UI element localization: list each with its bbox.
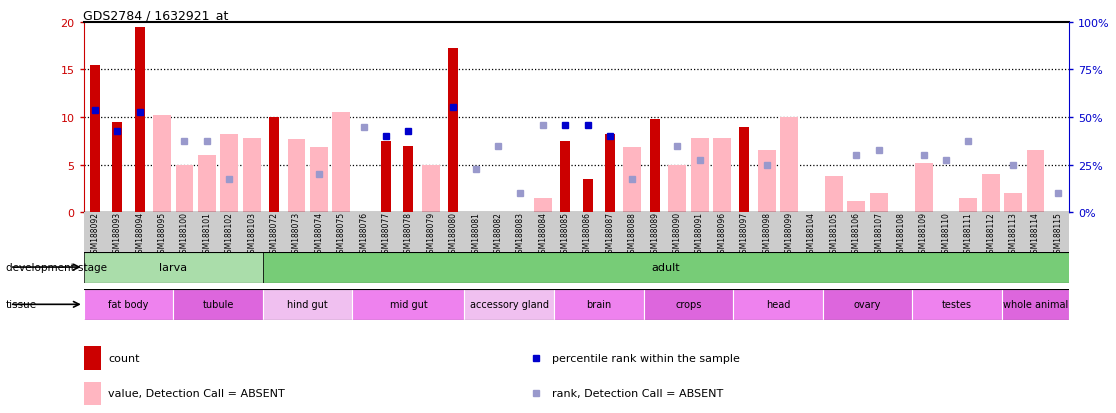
Text: hind gut: hind gut — [287, 299, 328, 310]
Text: ovary: ovary — [854, 299, 882, 310]
Bar — [668, 165, 686, 213]
Bar — [153, 116, 171, 213]
Text: mid gut: mid gut — [389, 299, 427, 310]
Bar — [84, 289, 173, 320]
Bar — [269, 118, 279, 213]
Text: larva: larva — [160, 262, 187, 273]
Bar — [650, 120, 660, 213]
Text: rank, Detection Call = ABSENT: rank, Detection Call = ABSENT — [551, 389, 723, 399]
Bar — [847, 201, 865, 213]
Text: count: count — [108, 353, 140, 363]
Bar — [84, 382, 102, 406]
Bar — [173, 289, 263, 320]
Bar — [90, 66, 100, 213]
Bar — [583, 179, 593, 213]
Text: whole animal: whole animal — [1003, 299, 1068, 310]
Bar — [822, 289, 913, 320]
Bar — [869, 194, 887, 213]
Text: head: head — [766, 299, 790, 310]
Bar — [310, 148, 328, 213]
Text: tissue: tissue — [6, 299, 37, 310]
Text: adult: adult — [652, 262, 681, 273]
Bar — [84, 346, 102, 370]
Bar — [739, 127, 750, 213]
Bar — [913, 289, 1002, 320]
Text: fat body: fat body — [108, 299, 148, 310]
Bar — [84, 252, 263, 283]
Text: development stage: development stage — [6, 262, 107, 273]
Bar — [605, 135, 615, 213]
Bar — [422, 165, 440, 213]
Bar — [960, 199, 978, 213]
Bar — [1002, 289, 1069, 320]
Bar — [915, 163, 933, 213]
Text: value, Detection Call = ABSENT: value, Detection Call = ABSENT — [108, 389, 285, 399]
Bar — [449, 49, 459, 213]
Bar — [780, 118, 798, 213]
Bar — [113, 123, 123, 213]
Text: accessory gland: accessory gland — [470, 299, 549, 310]
Text: brain: brain — [586, 299, 612, 310]
Bar — [381, 142, 391, 213]
Bar — [263, 289, 353, 320]
Bar — [644, 289, 733, 320]
Bar — [353, 289, 464, 320]
Bar — [403, 146, 414, 213]
Bar — [288, 140, 306, 213]
Text: GDS2784 / 1632921_at: GDS2784 / 1632921_at — [83, 9, 228, 21]
Bar — [333, 113, 350, 213]
Text: testes: testes — [942, 299, 972, 310]
Bar — [713, 139, 731, 213]
Bar — [464, 289, 554, 320]
Bar — [624, 148, 642, 213]
Bar — [175, 165, 193, 213]
Bar — [135, 27, 145, 213]
Bar — [554, 289, 644, 320]
Bar — [1027, 151, 1045, 213]
Text: percentile rank within the sample: percentile rank within the sample — [551, 353, 740, 363]
Bar — [982, 175, 1000, 213]
Text: crops: crops — [675, 299, 702, 310]
Bar — [825, 177, 843, 213]
Bar — [560, 142, 570, 213]
Bar — [242, 139, 261, 213]
Bar — [758, 151, 776, 213]
Bar — [533, 199, 551, 213]
Bar — [263, 252, 1069, 283]
Bar — [733, 289, 822, 320]
Bar — [1004, 194, 1022, 213]
Bar — [220, 135, 238, 213]
Text: tubule: tubule — [202, 299, 233, 310]
Bar — [198, 156, 215, 213]
Bar — [691, 139, 709, 213]
